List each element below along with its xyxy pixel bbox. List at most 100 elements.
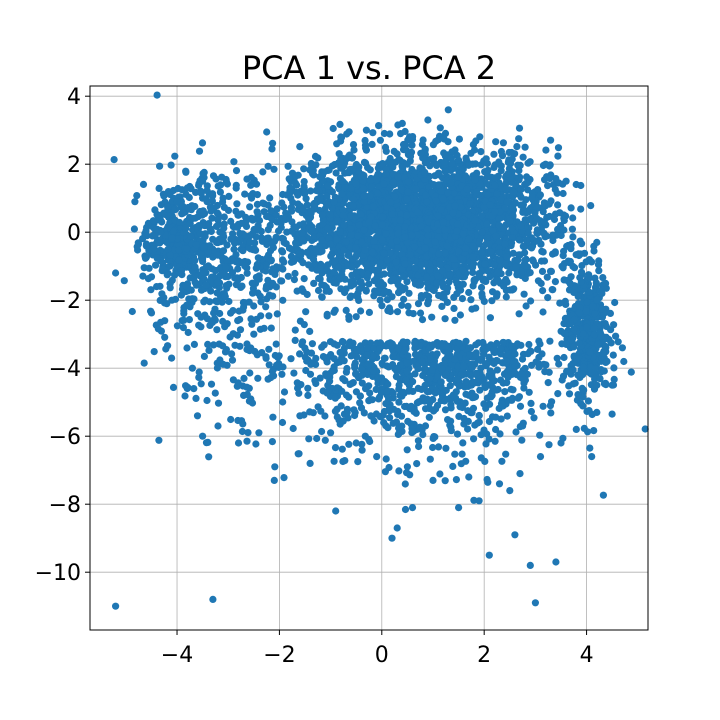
scatter-point bbox=[343, 169, 351, 177]
scatter-point bbox=[318, 211, 327, 219]
scatter-point bbox=[213, 289, 221, 297]
scatter-point bbox=[157, 201, 165, 209]
scatter-point bbox=[385, 463, 393, 472]
scatter-point bbox=[282, 209, 290, 217]
scatter-point bbox=[426, 398, 434, 406]
scatter-point bbox=[451, 202, 459, 210]
scatter-point bbox=[403, 211, 411, 219]
scatter-point bbox=[449, 209, 457, 217]
scatter-point bbox=[364, 270, 372, 278]
scatter-point bbox=[347, 212, 355, 220]
scatter-point bbox=[515, 135, 523, 143]
scatter-point bbox=[546, 174, 554, 183]
scatter-point bbox=[330, 457, 338, 465]
scatter-point bbox=[490, 150, 498, 158]
scatter-point bbox=[263, 128, 271, 136]
scatter-point bbox=[360, 172, 368, 180]
scatter-point bbox=[384, 424, 392, 432]
scatter-point bbox=[350, 146, 358, 154]
scatter-point bbox=[509, 249, 517, 257]
scatter-point bbox=[404, 302, 412, 310]
scatter-point bbox=[527, 297, 535, 305]
scatter-point bbox=[599, 491, 608, 499]
scatter-point bbox=[421, 244, 429, 252]
scatter-point bbox=[227, 309, 235, 317]
scatter-point bbox=[417, 222, 425, 230]
scatter-point bbox=[418, 316, 427, 324]
scatter-point bbox=[577, 181, 585, 190]
scatter-point bbox=[497, 167, 505, 175]
scatter-point bbox=[273, 205, 281, 213]
scatter-point bbox=[403, 278, 411, 286]
scatter-point bbox=[196, 230, 204, 238]
scatter-point bbox=[582, 307, 591, 315]
scatter-point bbox=[145, 264, 153, 272]
scatter-point bbox=[447, 179, 455, 187]
scatter-point bbox=[424, 231, 432, 240]
scatter-point bbox=[327, 252, 335, 260]
scatter-point bbox=[336, 120, 344, 128]
scatter-point bbox=[250, 225, 258, 234]
scatter-point bbox=[560, 260, 569, 268]
scatter-point bbox=[326, 211, 334, 219]
scatter-point bbox=[475, 418, 483, 426]
scatter-point bbox=[383, 296, 391, 304]
scatter-point bbox=[408, 231, 416, 239]
scatter-point bbox=[353, 346, 361, 354]
scatter-point bbox=[153, 254, 161, 262]
scatter-point bbox=[611, 298, 619, 307]
scatter-point bbox=[308, 169, 316, 177]
scatter-point bbox=[318, 236, 326, 244]
scatter-point bbox=[516, 191, 524, 199]
scatter-point bbox=[241, 190, 249, 198]
scatter-point bbox=[492, 413, 500, 421]
scatter-point bbox=[493, 386, 501, 394]
scatter-point bbox=[247, 214, 256, 222]
scatter-point bbox=[498, 457, 506, 465]
scatter-point bbox=[467, 296, 475, 304]
scatter-point bbox=[439, 195, 447, 203]
scatter-point bbox=[460, 414, 468, 423]
scatter-point bbox=[423, 198, 431, 206]
scatter-point bbox=[191, 202, 199, 211]
scatter-point bbox=[553, 189, 561, 197]
scatter-point bbox=[478, 248, 486, 256]
scatter-point bbox=[273, 218, 281, 226]
scatter-point bbox=[347, 278, 355, 286]
scatter-point bbox=[471, 160, 480, 168]
scatter-point bbox=[559, 252, 567, 260]
scatter-point bbox=[388, 210, 396, 218]
scatter-point bbox=[243, 175, 251, 183]
scatter-point bbox=[551, 278, 560, 286]
scatter-points bbox=[110, 91, 649, 610]
scatter-point bbox=[469, 253, 477, 261]
scatter-point bbox=[439, 280, 447, 288]
scatter-point bbox=[315, 187, 323, 195]
scatter-point bbox=[392, 258, 400, 266]
scatter-point bbox=[339, 206, 347, 214]
scatter-point bbox=[343, 130, 351, 138]
scatter-point bbox=[383, 203, 391, 211]
scatter-point bbox=[318, 293, 326, 301]
scatter-point bbox=[365, 435, 373, 444]
scatter-point bbox=[482, 440, 490, 448]
scatter-point bbox=[307, 187, 315, 195]
scatter-point bbox=[503, 412, 511, 420]
scatter-point bbox=[477, 283, 486, 292]
scatter-point bbox=[588, 369, 596, 377]
scatter-point bbox=[264, 201, 272, 209]
scatter-point bbox=[378, 221, 386, 229]
scatter-point bbox=[419, 136, 427, 144]
scatter-point bbox=[465, 288, 473, 297]
scatter-point bbox=[401, 505, 410, 514]
scatter-point bbox=[352, 244, 360, 252]
scatter-point bbox=[554, 144, 563, 152]
scatter-point bbox=[585, 288, 594, 296]
scatter-point bbox=[316, 173, 324, 181]
scatter-point bbox=[503, 198, 511, 206]
scatter-point bbox=[394, 229, 402, 237]
scatter-point bbox=[549, 236, 557, 245]
scatter-point bbox=[345, 440, 353, 448]
scatter-point bbox=[586, 444, 594, 452]
scatter-point bbox=[257, 312, 265, 320]
